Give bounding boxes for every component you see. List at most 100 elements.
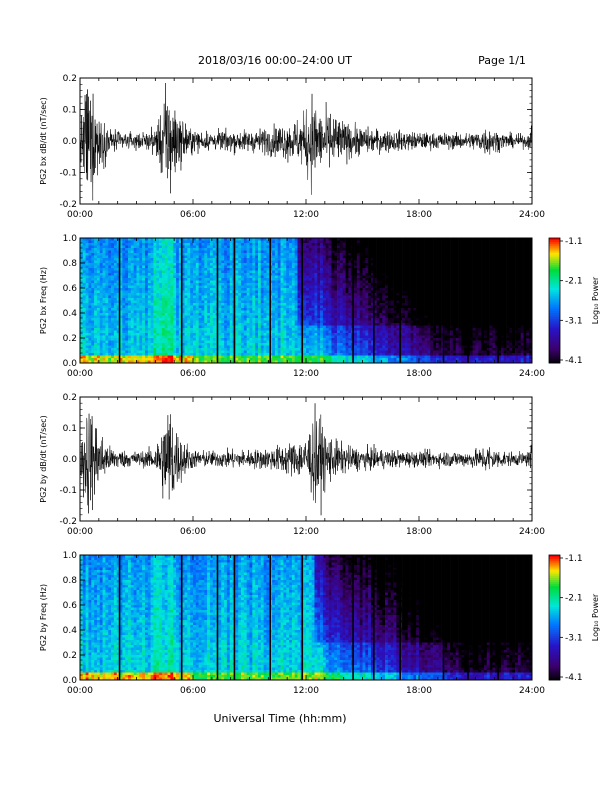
heatmap-cell (108, 338, 111, 341)
heatmap-cell (187, 331, 190, 334)
heatmap-cell (100, 331, 103, 334)
heatmap-cell (348, 328, 351, 331)
heatmap-cell (281, 278, 284, 281)
heatmap-cell (137, 313, 140, 316)
heatmap-cell (91, 268, 94, 271)
heatmap-cell (261, 293, 264, 296)
heatmap-cell (343, 276, 346, 279)
heatmap-cell (156, 288, 159, 291)
heatmap-cell (264, 333, 267, 336)
heatmap-cell (314, 358, 317, 361)
heatmap-cell (346, 283, 349, 286)
heatmap-cell (235, 271, 238, 274)
heatmap-cell (131, 271, 134, 274)
heatmap-cell (272, 281, 275, 284)
heatmap-cell (230, 258, 233, 261)
heatmap-cell (86, 348, 89, 351)
heatmap-cell (111, 333, 114, 336)
heatmap-cell (156, 326, 159, 329)
heatmap-cell (247, 271, 250, 274)
heatmap-cell (334, 351, 337, 354)
heatmap-cell (221, 288, 224, 291)
heatmap-cell (224, 281, 227, 284)
heatmap-cell (298, 343, 301, 346)
heatmap-cell (218, 308, 221, 311)
heatmap-cell (201, 268, 204, 271)
heatmap-cell (156, 243, 159, 246)
heatmap-cell (193, 283, 196, 286)
heatmap-cell (196, 273, 199, 276)
heatmap-cell (323, 291, 326, 294)
heatmap-cell (343, 288, 346, 291)
heatmap-cell (266, 323, 269, 326)
heatmap-cell (289, 268, 292, 271)
heatmap-cell (261, 311, 264, 314)
heatmap-cell (278, 296, 281, 299)
heatmap-cell (122, 271, 125, 274)
heatmap-cell (145, 241, 148, 244)
heatmap-cell (94, 323, 97, 326)
heatmap-cell (199, 263, 202, 266)
heatmap-cell (252, 253, 255, 256)
heatmap-cell (128, 323, 131, 326)
heatmap-cell (190, 291, 193, 294)
heatmap-cell (108, 328, 111, 331)
heatmap-cell (278, 278, 281, 281)
heatmap-cell (176, 258, 179, 261)
heatmap-cell (134, 326, 137, 329)
heatmap-cell (210, 256, 213, 259)
heatmap-cell (354, 278, 357, 281)
heatmap-cell (281, 321, 284, 324)
heatmap-cell (298, 328, 301, 331)
heatmap-cell (275, 288, 278, 291)
heatmap-cell (218, 271, 221, 274)
heatmap-cell (213, 261, 216, 264)
heatmap-cell (218, 243, 221, 246)
heatmap-cell (266, 258, 269, 261)
heatmap-cell (207, 341, 210, 344)
heatmap-cell (159, 256, 162, 259)
heatmap-cell (108, 318, 111, 321)
heatmap-cell (312, 241, 315, 244)
heatmap-cell (317, 273, 320, 276)
heatmap-cell (292, 276, 295, 279)
heatmap-cell (162, 323, 165, 326)
heatmap-cell (97, 356, 100, 359)
heatmap-cell (91, 318, 94, 321)
heatmap-cell (235, 261, 238, 264)
heatmap-cell (151, 291, 154, 294)
heatmap-cell (88, 356, 91, 359)
heatmap-cell (207, 286, 210, 289)
heatmap-cell (329, 323, 332, 326)
heatmap-cell (156, 358, 159, 361)
heatmap-cell (309, 263, 312, 266)
heatmap-cell (346, 351, 349, 354)
heatmap-cell (295, 351, 298, 354)
heatmap-cell (201, 346, 204, 349)
heatmap-cell (348, 303, 351, 306)
heatmap-cell (266, 303, 269, 306)
heatmap-cell (88, 326, 91, 329)
heatmap-cell (329, 328, 332, 331)
heatmap-cell (241, 293, 244, 296)
heatmap-cell (162, 311, 165, 314)
heatmap-cell (91, 351, 94, 354)
heatmap-cell (187, 308, 190, 311)
heatmap-cell (88, 321, 91, 324)
heatmap-cell (258, 351, 261, 354)
heatmap-cell (162, 263, 165, 266)
heatmap-cell (255, 308, 258, 311)
heatmap-cell (306, 248, 309, 251)
heatmap-cell (298, 261, 301, 264)
heatmap-cell (151, 323, 154, 326)
heatmap-cell (207, 298, 210, 301)
heatmap-cell (153, 248, 156, 251)
heatmap-cell (88, 346, 91, 349)
heatmap-cell (134, 271, 137, 274)
heatmap-cell (329, 246, 332, 249)
heatmap-cell (252, 258, 255, 261)
heatmap-cell (238, 278, 241, 281)
heatmap-cell (91, 346, 94, 349)
